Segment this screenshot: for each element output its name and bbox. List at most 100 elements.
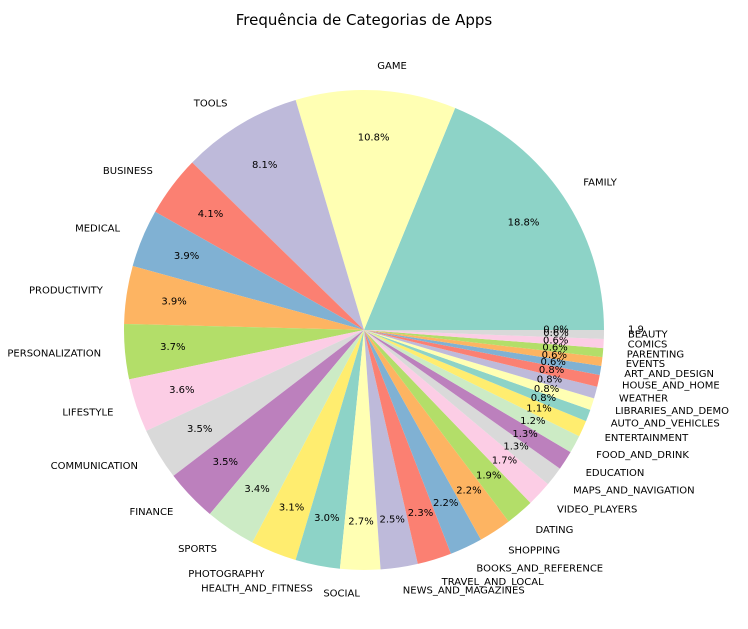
pct-label-weather: 0.8% bbox=[537, 375, 562, 386]
slice-news-and-magazines bbox=[364, 330, 418, 570]
category-label-news-and-magazines: NEWS_AND_MAGAZINES bbox=[403, 586, 525, 597]
chart-title: Frequência de Categorias de Apps bbox=[236, 11, 493, 29]
pct-label-news-and-magazines: 2.5% bbox=[379, 514, 404, 525]
pct-label-events: 0.6% bbox=[542, 350, 567, 361]
pct-label-art-and-design: 0.6% bbox=[540, 357, 565, 368]
pie-slices bbox=[124, 90, 604, 571]
pct-label-comics: 0.6% bbox=[543, 335, 568, 346]
slice-personalization bbox=[124, 323, 365, 380]
slice-education bbox=[364, 330, 571, 469]
slice-weather bbox=[364, 330, 598, 399]
slice-dating bbox=[364, 330, 531, 522]
pct-label-business: 4.1% bbox=[198, 209, 223, 220]
category-label-books-and-reference: BOOKS_AND_REFERENCE bbox=[476, 563, 603, 574]
slice-family bbox=[364, 107, 604, 330]
category-label-art-and-design: ART_AND_DESIGN bbox=[624, 369, 714, 380]
category-label-productivity: PRODUCTIVITY bbox=[29, 286, 104, 297]
category-label-house-and-home: HOUSE_AND_HOME bbox=[622, 381, 720, 392]
category-label-sports: SPORTS bbox=[178, 544, 217, 555]
category-label-shopping: SHOPPING bbox=[508, 546, 560, 557]
category-label-photography: PHOTOGRAPHY bbox=[188, 569, 265, 580]
slice-health-and-fitness bbox=[295, 330, 364, 569]
pct-label-shopping: 2.2% bbox=[456, 485, 481, 496]
pct-label-sports: 3.4% bbox=[244, 484, 269, 495]
slice-art-and-design bbox=[364, 330, 602, 375]
percentage-labels: 18.8% 10.8% 8.1% 4.1% 3.9% 3.9% 3.7% 3.6% 3.5% 3.… bbox=[160, 133, 569, 528]
pct-label-parenting: 0.6% bbox=[542, 343, 567, 354]
category-label-video-players: VIDEO_PLAYERS bbox=[557, 505, 637, 516]
pct-label-health-and-fitness: 3.0% bbox=[314, 513, 339, 524]
category-label-comics: COMICS bbox=[628, 339, 668, 350]
category-label-libraries-and-demo: LIBRARIES_AND_DEMO bbox=[615, 406, 729, 417]
category-label-entertainment: ENTERTAINMENT bbox=[605, 433, 689, 444]
pct-label-dating: 1.9% bbox=[476, 471, 501, 482]
slice-finance bbox=[173, 330, 364, 514]
category-label-lifestyle: LIFESTYLE bbox=[62, 408, 113, 419]
pct-label-auto-and-vehicles: 0.8% bbox=[531, 393, 556, 404]
pct-label-lifestyle: 3.6% bbox=[169, 385, 194, 396]
pct-label-personalization: 3.7% bbox=[160, 342, 185, 353]
slice-events bbox=[364, 330, 603, 367]
category-label-communication: COMMUNICATION bbox=[51, 461, 138, 472]
slice-shopping bbox=[364, 330, 509, 540]
category-label-finance: FINANCE bbox=[129, 507, 173, 518]
pct-label-entertainment: 1.1% bbox=[526, 404, 551, 415]
slice-communication bbox=[146, 330, 364, 476]
category-label-social: SOCIAL bbox=[323, 589, 360, 600]
category-label-travel-and-local: TRAVEL_AND_LOCAL bbox=[441, 577, 545, 588]
category-label-education: EDUCATION bbox=[586, 468, 645, 479]
pct-label-photography: 3.1% bbox=[279, 502, 304, 513]
category-label-medical: MEDICAL bbox=[75, 224, 120, 235]
slice-video-players bbox=[364, 330, 548, 503]
pct-label-family: 18.8% bbox=[508, 218, 540, 229]
pct-label-video-players: 1.7% bbox=[492, 456, 517, 467]
slice-auto-and-vehicles bbox=[364, 330, 591, 422]
category-label-game: GAME bbox=[377, 61, 407, 72]
pct-label-game: 10.8% bbox=[358, 133, 390, 144]
pct-label-productivity: 3.9% bbox=[161, 296, 186, 307]
slice-books-and-reference bbox=[364, 330, 481, 554]
category-label-maps-and-navigation: MAPS_AND_NAVIGATION bbox=[573, 486, 695, 497]
category-label-health-and-fitness: HEALTH_AND_FITNESS bbox=[201, 584, 313, 595]
category-label-1-9: 1.9 bbox=[628, 325, 644, 336]
category-label-business: BUSINESS bbox=[103, 166, 153, 177]
pct-label-food-and-drink: 1.2% bbox=[520, 416, 545, 427]
category-label-auto-and-vehicles: AUTO_AND_VEHICLES bbox=[611, 419, 720, 430]
category-label-parenting: PARENTING bbox=[627, 349, 684, 360]
pct-label-maps-and-navigation: 1.3% bbox=[503, 442, 528, 453]
category-label-personalization: PERSONALIZATION bbox=[7, 349, 101, 360]
category-label-food-and-drink: FOOD_AND_DRINK bbox=[596, 450, 689, 461]
pct-label-medical: 3.9% bbox=[174, 251, 199, 262]
slice-comics bbox=[364, 330, 604, 349]
slice-tools bbox=[192, 99, 364, 330]
category-label-family: FAMILY bbox=[583, 178, 617, 189]
pct-label-tools: 8.1% bbox=[252, 160, 277, 171]
slice-parenting bbox=[364, 330, 604, 358]
pct-label-house-and-home: 0.8% bbox=[539, 365, 564, 376]
slice-lifestyle bbox=[129, 330, 364, 431]
slice-medical bbox=[132, 211, 364, 330]
slice-maps-and-navigation bbox=[364, 330, 560, 485]
category-labels: FAMILY GAME TOOLS BUSINESS MEDICAL PRODUCTIVI… bbox=[7, 61, 729, 600]
slice-food-and-drink bbox=[364, 330, 580, 453]
pct-label-1-9: 0.0% bbox=[543, 325, 568, 336]
slice-social bbox=[339, 330, 381, 571]
category-label-events: EVENTS bbox=[626, 359, 665, 370]
category-label-tools: TOOLS bbox=[193, 99, 228, 110]
pct-label-social: 2.7% bbox=[348, 517, 373, 528]
slice-entertainment bbox=[364, 330, 587, 437]
pct-label-beauty: 0.6% bbox=[543, 328, 568, 339]
pct-label-travel-and-local: 2.3% bbox=[408, 508, 433, 519]
slice-travel-and-local bbox=[364, 330, 451, 564]
pct-label-communication: 3.5% bbox=[187, 424, 212, 435]
slice-sports bbox=[209, 330, 364, 543]
slice-house-and-home bbox=[364, 330, 600, 387]
category-label-weather: WEATHER bbox=[619, 393, 668, 404]
pct-label-books-and-reference: 2.2% bbox=[433, 498, 458, 509]
slice-photography bbox=[252, 330, 364, 561]
slice-game bbox=[295, 90, 456, 330]
pct-label-finance: 3.5% bbox=[213, 457, 238, 468]
slice-business bbox=[155, 162, 364, 330]
